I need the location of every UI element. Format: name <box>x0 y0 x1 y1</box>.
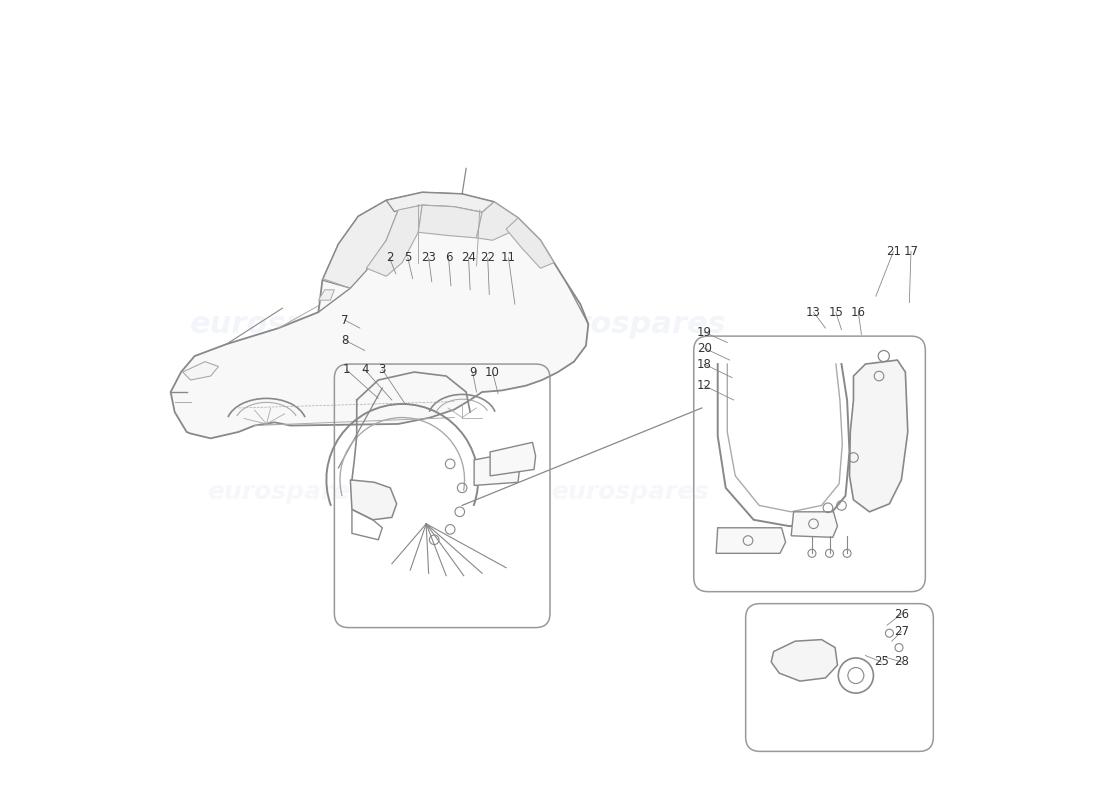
Text: 20: 20 <box>696 342 712 354</box>
Text: 11: 11 <box>500 251 516 264</box>
Polygon shape <box>318 290 334 300</box>
Text: 8: 8 <box>341 334 349 346</box>
Polygon shape <box>170 192 588 438</box>
Polygon shape <box>386 192 494 212</box>
Polygon shape <box>791 512 837 538</box>
Text: eurospares: eurospares <box>190 310 383 338</box>
Text: 7: 7 <box>341 314 349 326</box>
Polygon shape <box>322 200 398 288</box>
Text: 21: 21 <box>886 245 901 258</box>
Text: 28: 28 <box>894 655 909 669</box>
Polygon shape <box>183 362 219 380</box>
Polygon shape <box>771 639 837 681</box>
Text: 15: 15 <box>828 306 844 318</box>
Polygon shape <box>350 480 397 520</box>
Polygon shape <box>491 442 536 476</box>
Text: 2: 2 <box>386 251 393 264</box>
Text: 9: 9 <box>469 366 476 378</box>
Text: 6: 6 <box>444 251 452 264</box>
Text: 10: 10 <box>485 366 499 378</box>
Text: 4: 4 <box>361 363 368 376</box>
Text: 16: 16 <box>850 306 866 318</box>
Text: eurospares: eurospares <box>534 310 726 338</box>
Polygon shape <box>476 202 518 240</box>
Polygon shape <box>366 205 422 276</box>
Polygon shape <box>418 205 482 238</box>
Text: 12: 12 <box>696 379 712 392</box>
Text: 25: 25 <box>874 655 889 669</box>
Text: 1: 1 <box>342 363 350 376</box>
Text: eurospares: eurospares <box>551 480 708 504</box>
Text: 17: 17 <box>903 245 918 258</box>
Text: eurospares: eurospares <box>208 480 365 504</box>
Polygon shape <box>506 218 554 268</box>
Text: 24: 24 <box>461 251 476 264</box>
Text: 19: 19 <box>696 326 712 338</box>
Text: 13: 13 <box>806 306 821 318</box>
Text: 26: 26 <box>894 607 909 621</box>
Polygon shape <box>849 360 908 512</box>
Text: 27: 27 <box>894 625 909 638</box>
Text: 5: 5 <box>404 251 411 264</box>
Text: 23: 23 <box>421 251 436 264</box>
Text: 3: 3 <box>378 363 386 376</box>
Polygon shape <box>474 452 519 486</box>
Text: 18: 18 <box>696 358 712 370</box>
Polygon shape <box>716 528 785 554</box>
Text: 22: 22 <box>481 251 495 264</box>
